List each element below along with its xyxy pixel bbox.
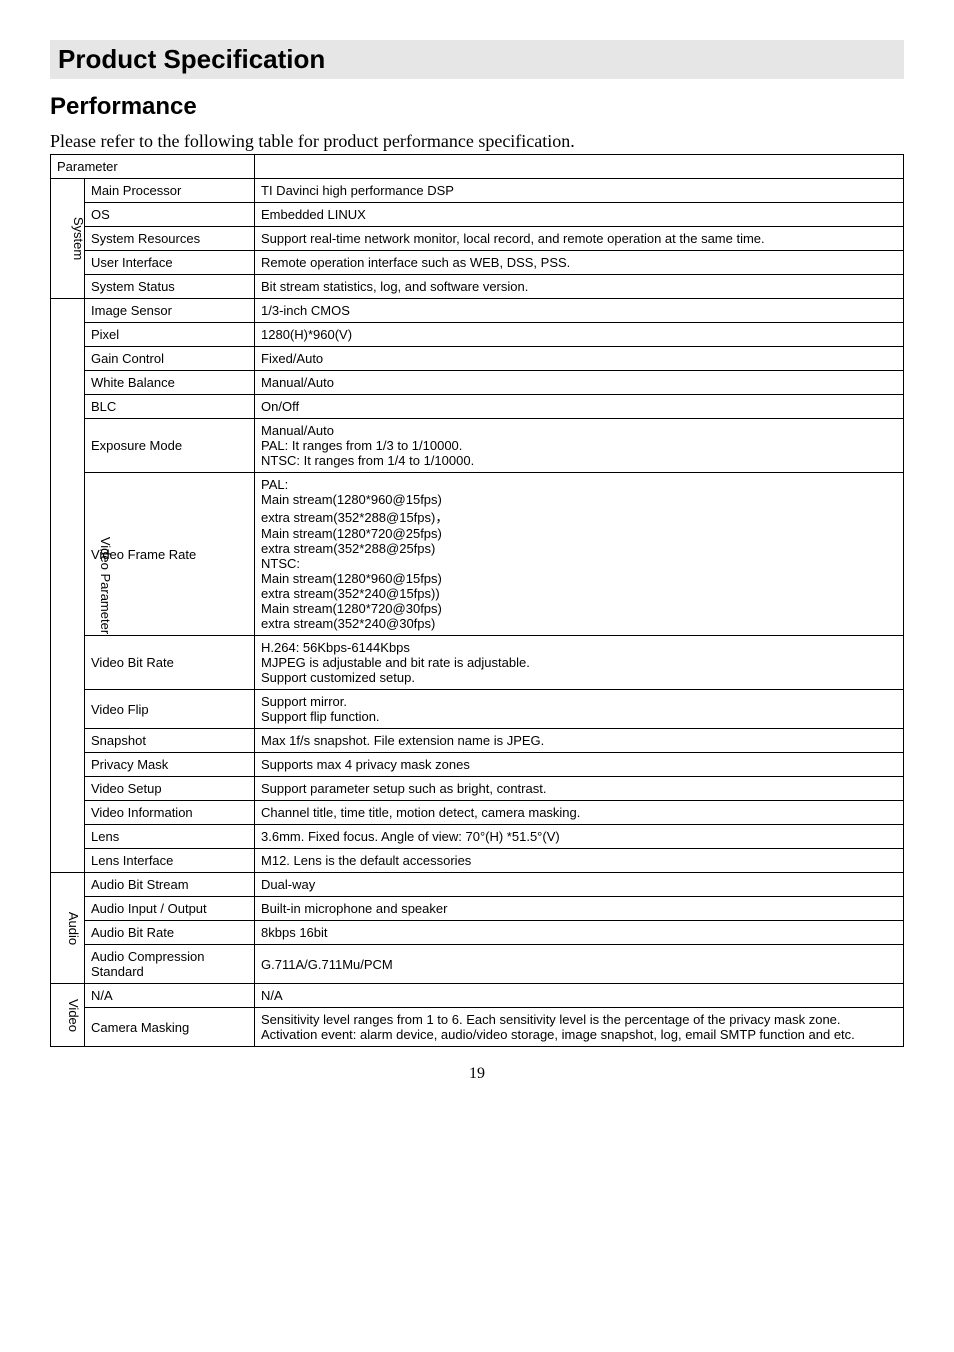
param-cell: Video Setup [85,777,255,801]
table-row: Audio Input / OutputBuilt-in microphone … [51,897,904,921]
intro-text: Please refer to the following table for … [50,131,904,152]
param-cell: Gain Control [85,347,255,371]
param-cell: Video Information [85,801,255,825]
table-row: White BalanceManual/Auto [51,371,904,395]
category-label: Video [66,998,81,1031]
param-cell: Pixel [85,323,255,347]
table-row: Video Frame RatePAL: Main stream(1280*96… [51,473,904,636]
value-cell: Remote operation interface such as WEB, … [255,251,904,275]
value-cell: Channel title, time title, motion detect… [255,801,904,825]
category-cell: System [51,179,85,299]
param-cell: Exposure Mode [85,419,255,473]
param-cell: Audio Input / Output [85,897,255,921]
param-cell: User Interface [85,251,255,275]
value-cell: N/A [255,984,904,1008]
param-cell: Main Processor [85,179,255,203]
category-label: Audio [66,911,81,944]
table-row: OSEmbedded LINUX [51,203,904,227]
value-cell: M12. Lens is the default accessories [255,849,904,873]
value-cell: Support mirror. Support flip function. [255,690,904,729]
table-row: Video ParameterImage Sensor1/3-inch CMOS [51,299,904,323]
param-cell: Lens Interface [85,849,255,873]
param-cell: Audio Bit Rate [85,921,255,945]
param-cell: Snapshot [85,729,255,753]
param-cell: White Balance [85,371,255,395]
value-cell: Embedded LINUX [255,203,904,227]
param-cell: Audio Compression Standard [85,945,255,984]
value-cell: Sensitivity level ranges from 1 to 6. Ea… [255,1008,904,1047]
table-row: User InterfaceRemote operation interface… [51,251,904,275]
title-band: Product Specification [50,40,904,79]
value-cell: PAL: Main stream(1280*960@15fps) extra s… [255,473,904,636]
table-row: Lens3.6mm. Fixed focus. Angle of view: 7… [51,825,904,849]
table-row: Pixel1280(H)*960(V) [51,323,904,347]
table-row: AudioAudio Bit StreamDual-way [51,873,904,897]
value-cell: Fixed/Auto [255,347,904,371]
table-row: Video Bit RateH.264: 56Kbps-6144Kbps MJP… [51,636,904,690]
table-row: System StatusBit stream statistics, log,… [51,275,904,299]
param-cell: N/A [85,984,255,1008]
table-row: SnapshotMax 1f/s snapshot. File extensio… [51,729,904,753]
param-cell: OS [85,203,255,227]
table-row: Video SetupSupport parameter setup such … [51,777,904,801]
table-row: Gain ControlFixed/Auto [51,347,904,371]
table-row: Audio Bit Rate8kbps 16bit [51,921,904,945]
param-cell: Audio Bit Stream [85,873,255,897]
table-row: VideoN/AN/A [51,984,904,1008]
value-cell: 8kbps 16bit [255,921,904,945]
category-label: System [71,217,86,260]
param-cell: Image Sensor [85,299,255,323]
value-cell: Built-in microphone and speaker [255,897,904,921]
value-cell: Dual-way [255,873,904,897]
header-empty [255,155,904,179]
table-row: Privacy MaskSupports max 4 privacy mask … [51,753,904,777]
table-header-row: Parameter [51,155,904,179]
table-row: Audio Compression StandardG.711A/G.711Mu… [51,945,904,984]
table-row: Video FlipSupport mirror. Support flip f… [51,690,904,729]
param-cell: Privacy Mask [85,753,255,777]
page-title: Product Specification [58,44,896,75]
param-cell: System Resources [85,227,255,251]
value-cell: 1/3-inch CMOS [255,299,904,323]
value-cell: Support parameter setup such as bright, … [255,777,904,801]
value-cell: Manual/Auto PAL: It ranges from 1/3 to 1… [255,419,904,473]
table-row: SystemMain ProcessorTI Davinci high perf… [51,179,904,203]
param-cell: System Status [85,275,255,299]
param-cell: Lens [85,825,255,849]
param-cell: Camera Masking [85,1008,255,1047]
category-cell: Video [51,984,85,1047]
table-row: Lens InterfaceM12. Lens is the default a… [51,849,904,873]
value-cell: On/Off [255,395,904,419]
spec-table: Parameter SystemMain ProcessorTI Davinci… [50,154,904,1047]
category-label: Video Parameter [98,537,113,634]
table-row: Exposure ModeManual/Auto PAL: It ranges … [51,419,904,473]
category-cell: Audio [51,873,85,984]
value-cell: H.264: 56Kbps-6144Kbps MJPEG is adjustab… [255,636,904,690]
table-row: Camera MaskingSensitivity level ranges f… [51,1008,904,1047]
page-number: 19 [50,1065,904,1083]
value-cell: Manual/Auto [255,371,904,395]
table-row: System ResourcesSupport real-time networ… [51,227,904,251]
category-cell: Video Parameter [51,299,85,873]
param-cell: Video Bit Rate [85,636,255,690]
value-cell: TI Davinci high performance DSP [255,179,904,203]
value-cell: Bit stream statistics, log, and software… [255,275,904,299]
section-title: Performance [50,93,904,121]
param-cell: Video Flip [85,690,255,729]
value-cell: Support real-time network monitor, local… [255,227,904,251]
param-cell: BLC [85,395,255,419]
value-cell: Max 1f/s snapshot. File extension name i… [255,729,904,753]
value-cell: Supports max 4 privacy mask zones [255,753,904,777]
value-cell: 3.6mm. Fixed focus. Angle of view: 70°(H… [255,825,904,849]
header-parameter: Parameter [51,155,255,179]
table-row: BLCOn/Off [51,395,904,419]
value-cell: G.711A/G.711Mu/PCM [255,945,904,984]
table-row: Video InformationChannel title, time tit… [51,801,904,825]
value-cell: 1280(H)*960(V) [255,323,904,347]
